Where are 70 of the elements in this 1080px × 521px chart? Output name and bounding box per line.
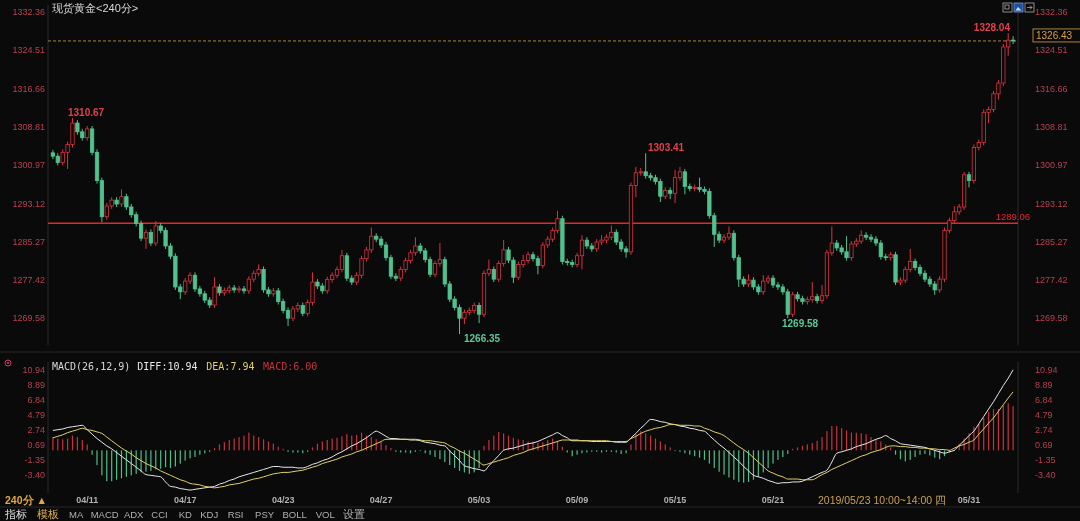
text: KD xyxy=(178,509,193,520)
y-tick-label: 1324.51 xyxy=(12,45,45,56)
annotation: 1328.04 xyxy=(973,22,1011,33)
y-tick-label: 10.94 xyxy=(22,364,45,375)
text: 模板 xyxy=(37,508,60,520)
y-tick-label: -3.40 xyxy=(24,470,45,481)
text: VOL xyxy=(315,509,335,520)
x-tick-label: 05/09 xyxy=(565,495,589,505)
text: DIFF:10.94 xyxy=(137,361,198,372)
text: PSY xyxy=(255,509,275,520)
text: 2019/05/23 10:00~14:00 四 xyxy=(818,494,947,506)
ref-line-label: 1326.43 xyxy=(1036,29,1073,41)
text: MA xyxy=(69,509,84,520)
x-tick-label: 04/11 xyxy=(76,495,99,505)
y-tick-label: 1269.58 xyxy=(12,313,45,324)
text: CCI xyxy=(151,509,168,520)
y2-tick-label: 2.74 xyxy=(1035,425,1053,436)
y2-tick-label: 8.89 xyxy=(1035,380,1053,391)
y2-tick-label: 1277.42 xyxy=(1035,275,1068,286)
x-tick-label: 05/21 xyxy=(761,495,785,505)
y2-tick-label: -3.40 xyxy=(1035,470,1056,481)
y-tick-label: 1293.12 xyxy=(12,198,45,209)
annotation: 1266.35 xyxy=(464,333,501,344)
y2-tick-label: 1285.27 xyxy=(1035,236,1068,247)
y2-tick-label: 1269.58 xyxy=(1035,313,1068,324)
annotation: 1303.41 xyxy=(648,142,685,153)
text: 设置 xyxy=(343,508,366,520)
y2-tick-label: 1316.66 xyxy=(1035,83,1068,94)
y-tick-label: 1277.42 xyxy=(12,275,45,286)
y2-tick-label: 1332.36 xyxy=(1035,7,1068,18)
text: ADX xyxy=(123,509,145,520)
y-tick-label: 8.89 xyxy=(27,380,45,391)
text: MACD:6.00 xyxy=(263,361,318,372)
y2-tick-label: 6.84 xyxy=(1035,395,1053,406)
y2-tick-label: -1.35 xyxy=(1035,455,1056,466)
text: MACD xyxy=(90,509,119,520)
text: 240分 ▲ xyxy=(5,494,47,506)
x-tick-label: 04/27 xyxy=(369,495,393,505)
y-tick-label: 2.74 xyxy=(27,425,45,436)
y2-tick-label: 1293.12 xyxy=(1035,198,1068,209)
chart-title: 现货黄金<240分> xyxy=(52,2,139,14)
text: RSI xyxy=(227,509,244,520)
y-tick-label: 1332.36 xyxy=(12,7,45,18)
y-tick-label: 1308.81 xyxy=(12,122,45,133)
text: DEA:7.94 xyxy=(206,361,255,372)
annotation: 1269.58 xyxy=(782,318,819,329)
text: 指标 xyxy=(4,508,27,520)
y-tick-label: 4.79 xyxy=(27,410,45,421)
y2-tick-label: 1308.81 xyxy=(1035,122,1068,133)
y-tick-label: -1.35 xyxy=(24,455,45,466)
y2-tick-label: 0.69 xyxy=(1035,440,1053,451)
text: BOLL xyxy=(282,509,307,520)
x-tick-label: 05/31 xyxy=(957,495,981,505)
x-tick-label: 05/03 xyxy=(467,495,491,505)
text: KDJ xyxy=(200,509,219,520)
y-tick-label: 1316.66 xyxy=(12,83,45,94)
y2-tick-label: 4.79 xyxy=(1035,410,1053,421)
y-tick-label: 0.69 xyxy=(27,440,45,451)
chart-title: MACD(26,12,9) xyxy=(52,361,131,372)
y2-tick-label: 1300.97 xyxy=(1035,160,1068,171)
y-tick-label: 1300.97 xyxy=(12,160,45,171)
y2-tick-label: 10.94 xyxy=(1035,364,1058,375)
x-tick-label: 04/23 xyxy=(271,495,295,505)
annotation: 1310.67 xyxy=(68,107,105,118)
y-tick-label: 1285.27 xyxy=(12,236,45,247)
x-tick-label: 04/17 xyxy=(173,495,197,505)
y-tick-label: 6.84 xyxy=(27,395,45,406)
y2-tick-label: 1324.51 xyxy=(1035,45,1068,56)
x-tick-label: 05/15 xyxy=(663,495,687,505)
ref-line-label: 1289.06 xyxy=(995,211,1030,223)
